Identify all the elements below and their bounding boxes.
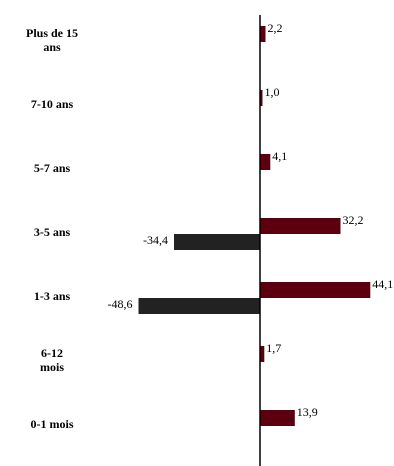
data-label: 44,1 [372, 277, 393, 291]
category-label: 5-7 ans [34, 161, 71, 175]
bar-positive [260, 346, 265, 362]
data-label: 1,0 [265, 85, 280, 99]
data-label: 32,2 [343, 213, 364, 227]
category-label: 7-10 ans [31, 97, 74, 111]
bar-positive [260, 26, 266, 42]
data-label: 2,2 [268, 21, 283, 35]
bar-positive [260, 282, 371, 298]
data-label: -48,6 [108, 297, 133, 311]
category-label: 1-3 ans [34, 289, 71, 303]
bar-negative [138, 298, 260, 314]
bar-positive [260, 218, 341, 234]
bar-positive [260, 90, 263, 106]
category-label: 0-1 mois [31, 417, 74, 431]
bar-positive [260, 410, 295, 426]
data-label: 4,1 [272, 149, 287, 163]
data-label: 1,7 [266, 341, 281, 355]
bar-negative [174, 234, 260, 250]
category-label: Plus de 15 ans [26, 26, 78, 54]
category-label: 6-12 mois [40, 346, 64, 374]
bar-positive [260, 154, 271, 170]
data-label: -34,4 [143, 233, 168, 247]
data-label: 13,9 [297, 405, 318, 419]
category-label: 3-5 ans [34, 225, 71, 239]
